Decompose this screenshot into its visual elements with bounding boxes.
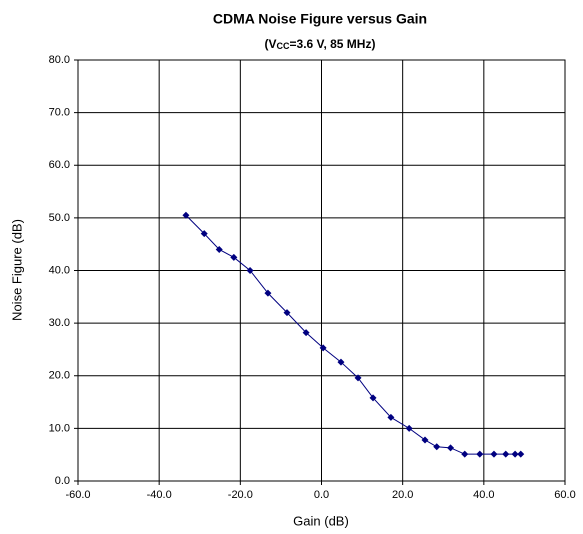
data-point — [511, 450, 519, 458]
y-tick-label: 40.0 — [49, 264, 70, 276]
y-tick-label: 50.0 — [49, 212, 70, 224]
data-point — [264, 289, 272, 297]
x-tick-label: 60.0 — [554, 489, 575, 501]
data-point — [230, 253, 238, 261]
data-point — [433, 443, 441, 451]
y-tick-label: 20.0 — [49, 370, 70, 382]
data-point — [337, 358, 345, 366]
y-tick-label: 80.0 — [49, 54, 70, 66]
data-point — [461, 450, 469, 458]
data-point — [421, 436, 429, 444]
data-point — [476, 450, 484, 458]
data-point — [369, 394, 377, 402]
x-axis-label: Gain (dB) — [293, 513, 349, 528]
data-point — [246, 267, 254, 274]
x-tick-label: 40.0 — [473, 489, 494, 501]
y-tick-label: 60.0 — [49, 159, 70, 171]
data-point — [405, 424, 413, 432]
data-point — [283, 309, 291, 317]
data-point — [200, 230, 208, 238]
subtitle-part: (V — [265, 37, 277, 51]
data-point — [319, 344, 327, 352]
data-point — [302, 329, 310, 337]
data-point — [447, 444, 455, 452]
data-point — [215, 245, 223, 253]
subtitle-part: =3.6 V, 85 MHz) — [290, 37, 376, 51]
chart-title: CDMA Noise Figure versus Gain — [213, 11, 427, 27]
data-point — [387, 413, 395, 421]
y-axis-label: Noise Figure (dB) — [9, 219, 24, 321]
chart-subtitle: (VCC=3.6 V, 85 MHz) — [265, 37, 376, 51]
y-tick-label: 10.0 — [49, 422, 70, 434]
x-tick-label: -20.0 — [228, 489, 253, 501]
x-tick-label: -60.0 — [65, 489, 90, 501]
subtitle-subscript: CC — [277, 41, 290, 51]
x-tick-label: 20.0 — [392, 489, 413, 501]
y-tick-label: 70.0 — [49, 107, 70, 119]
x-tick-label: -40.0 — [147, 489, 172, 501]
data-point — [490, 450, 498, 458]
data-point — [354, 374, 362, 382]
data-point — [517, 450, 525, 458]
x-tick-label: 0.0 — [314, 489, 329, 501]
y-tick-label: 30.0 — [49, 317, 70, 329]
data-point — [502, 450, 510, 458]
y-tick-label: 0.0 — [55, 475, 70, 487]
data-point — [182, 211, 190, 219]
